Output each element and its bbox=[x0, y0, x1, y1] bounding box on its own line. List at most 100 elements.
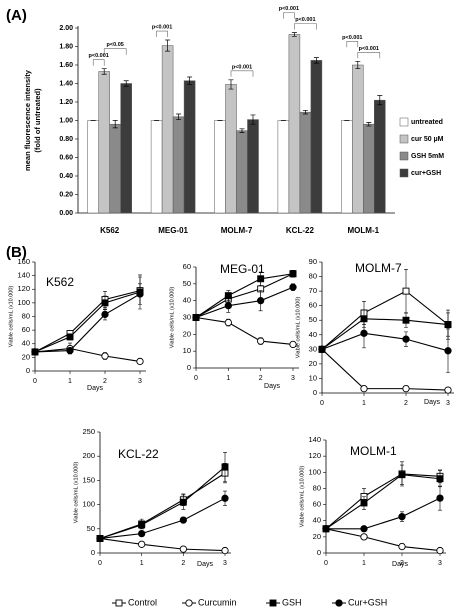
data-point bbox=[398, 513, 406, 521]
p-value-label: p<0.05 bbox=[107, 42, 124, 48]
y-tick-label: 80 bbox=[313, 483, 321, 492]
data-point bbox=[224, 318, 232, 327]
y-tick-label: 40 bbox=[313, 516, 321, 525]
error-bar bbox=[302, 109, 308, 115]
chart-title: KCL-22 bbox=[118, 447, 159, 461]
data-point bbox=[66, 333, 74, 341]
legend-marker bbox=[335, 599, 343, 607]
y-tick-label: 160 bbox=[17, 257, 30, 266]
x-axis-label: Days bbox=[264, 383, 280, 390]
p-value-label: p<0.001 bbox=[295, 17, 315, 23]
x-axis-label: Days bbox=[392, 561, 408, 568]
y-tick-label: 90 bbox=[309, 257, 317, 266]
series-line bbox=[34, 291, 141, 353]
data-point bbox=[398, 471, 406, 479]
bar bbox=[341, 120, 353, 214]
bar bbox=[299, 111, 312, 214]
x-tick-label: 2 bbox=[103, 378, 107, 385]
y-tick-label: 0 bbox=[91, 548, 95, 557]
y-axis-label: Viable cells/mL (x10.000) bbox=[73, 462, 79, 524]
bar bbox=[277, 120, 290, 214]
y-tick-label: 20 bbox=[313, 532, 321, 541]
data-point bbox=[221, 494, 229, 502]
y-tick-label: 60 bbox=[309, 301, 317, 310]
bar bbox=[310, 60, 323, 214]
y-tick-label: 60 bbox=[183, 262, 191, 271]
series-line bbox=[34, 347, 141, 363]
significance-bracket bbox=[230, 70, 254, 77]
y-tick-label: 140 bbox=[17, 271, 30, 280]
x-tick-label: 1 bbox=[362, 400, 366, 407]
bar bbox=[214, 120, 226, 214]
significance-bracket bbox=[92, 59, 105, 66]
bar bbox=[172, 116, 185, 214]
y-tick-label: 0 bbox=[187, 363, 191, 372]
panel-label: (A) bbox=[6, 7, 27, 24]
x-tick-label: 2 bbox=[400, 560, 404, 567]
y-tick-label: 70 bbox=[309, 286, 317, 295]
data-point bbox=[136, 357, 144, 366]
y-tick-label: 20 bbox=[22, 352, 30, 361]
series-line bbox=[325, 528, 441, 552]
y-tick-label: 250 bbox=[82, 427, 95, 436]
data-point bbox=[136, 290, 144, 298]
y-tick-label: 1.80 bbox=[59, 43, 73, 50]
series-line bbox=[326, 497, 441, 530]
data-point bbox=[444, 321, 452, 329]
panel-label: (B) bbox=[6, 244, 27, 261]
data-point bbox=[179, 516, 187, 524]
legend-label: Curcumin bbox=[198, 597, 237, 607]
legend-swatch bbox=[399, 151, 409, 161]
error-bar bbox=[313, 57, 319, 64]
legend-marker bbox=[185, 599, 193, 607]
bar bbox=[236, 130, 248, 214]
x-tick-label: MEG-01 bbox=[158, 226, 188, 235]
p-value-label: p<0.001 bbox=[232, 64, 252, 70]
data-point bbox=[402, 316, 410, 324]
legend-marker bbox=[269, 599, 277, 607]
data-point bbox=[257, 275, 265, 283]
x-tick-label: 0 bbox=[324, 560, 328, 567]
y-tick-label: 1.60 bbox=[59, 62, 73, 69]
series-line bbox=[321, 318, 449, 350]
data-point bbox=[289, 283, 297, 291]
x-tick-label: 0 bbox=[33, 378, 37, 385]
x-tick-label: 3 bbox=[223, 560, 227, 567]
bar bbox=[352, 64, 364, 214]
y-tick-label: 1.20 bbox=[59, 99, 73, 106]
series-line bbox=[195, 286, 294, 319]
data-point bbox=[289, 270, 297, 278]
x-tick-label: K562 bbox=[100, 226, 120, 235]
error-bar bbox=[123, 80, 129, 87]
y-tick-label: 40 bbox=[183, 296, 191, 305]
x-tick-label: 0 bbox=[194, 375, 198, 382]
series-line bbox=[195, 273, 294, 318]
data-point bbox=[402, 384, 410, 393]
bar bbox=[150, 120, 163, 214]
x-tick-label: 1 bbox=[226, 375, 230, 382]
x-tick-label: 3 bbox=[138, 378, 142, 385]
y-tick-label: 1.00 bbox=[59, 117, 73, 124]
y-axis-label: Viable cells/mL (x10.000) bbox=[8, 286, 14, 348]
data-point bbox=[138, 540, 146, 548]
series-line bbox=[99, 537, 226, 552]
x-tick-label: 1 bbox=[362, 560, 366, 567]
significance-bracket bbox=[294, 23, 317, 30]
data-point bbox=[179, 498, 187, 506]
error-bar bbox=[101, 68, 107, 75]
x-axis-label: Days bbox=[197, 561, 213, 568]
y-tick-label: 60 bbox=[313, 500, 321, 509]
data-point bbox=[360, 525, 368, 533]
data-point bbox=[138, 529, 146, 538]
data-point bbox=[179, 545, 187, 553]
y-tick-label: 10 bbox=[309, 373, 317, 382]
bar bbox=[161, 45, 174, 214]
error-bar bbox=[377, 95, 383, 106]
bar bbox=[120, 83, 132, 214]
data-point bbox=[138, 521, 146, 529]
y-tick-label: 20 bbox=[309, 359, 317, 368]
y-axis-label: mean fluorescence intensity bbox=[23, 69, 32, 171]
bar bbox=[247, 119, 259, 214]
series-line bbox=[34, 293, 141, 353]
